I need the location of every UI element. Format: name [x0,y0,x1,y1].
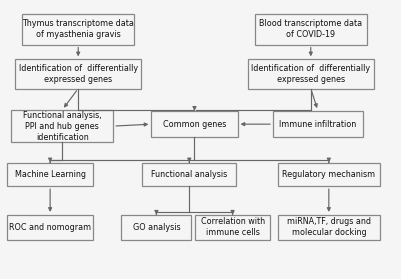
FancyBboxPatch shape [195,215,269,240]
Text: Identification of  differentially
expressed genes: Identification of differentially express… [18,64,138,84]
Text: Functional analysis: Functional analysis [151,170,227,179]
Text: GO analysis: GO analysis [133,223,180,232]
FancyBboxPatch shape [11,110,113,142]
FancyBboxPatch shape [15,59,142,89]
FancyBboxPatch shape [273,111,363,137]
Text: Machine Learning: Machine Learning [14,170,86,179]
Text: Thymus transcriptome data
of myasthenia gravis: Thymus transcriptome data of myasthenia … [22,19,134,39]
FancyBboxPatch shape [277,162,380,186]
Text: Correlation with
immune cells: Correlation with immune cells [200,217,265,237]
Text: Blood transcriptome data
of COVID-19: Blood transcriptome data of COVID-19 [259,19,363,39]
Text: ROC and nomogram: ROC and nomogram [9,223,91,232]
Text: Common genes: Common genes [163,120,226,129]
FancyBboxPatch shape [22,14,134,45]
FancyBboxPatch shape [121,215,192,240]
Text: Regulatory mechanism: Regulatory mechanism [282,170,375,179]
FancyBboxPatch shape [152,111,237,137]
FancyBboxPatch shape [277,215,380,240]
FancyBboxPatch shape [248,59,374,89]
FancyBboxPatch shape [142,162,236,186]
Text: Immune infiltration: Immune infiltration [279,120,356,129]
Text: Identification of  differentially
expressed genes: Identification of differentially express… [251,64,371,84]
FancyBboxPatch shape [255,14,367,45]
FancyBboxPatch shape [7,215,93,240]
Text: Functional analysis,
PPI and hub genes
identification: Functional analysis, PPI and hub genes i… [23,110,101,142]
Text: miRNA,TF, drugs and
molecular docking: miRNA,TF, drugs and molecular docking [287,217,371,237]
FancyBboxPatch shape [7,162,93,186]
